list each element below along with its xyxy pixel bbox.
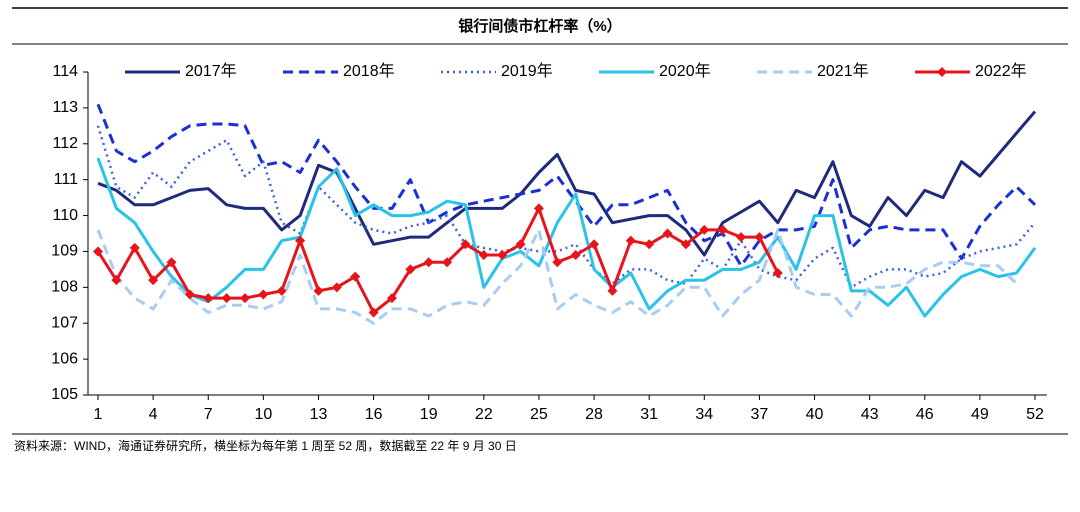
point-marker [552, 257, 563, 268]
point-marker [184, 289, 195, 300]
point-marker [625, 235, 636, 246]
x-tick-label: 52 [1026, 406, 1044, 423]
series-line [96, 228, 1018, 325]
x-tick-label: 1 [94, 406, 103, 423]
point-marker [203, 293, 214, 304]
point-marker [515, 239, 526, 250]
series-line [96, 103, 1037, 268]
y-tick-label: 113 [52, 99, 78, 116]
x-tick-label: 19 [420, 406, 438, 423]
point-marker [699, 224, 710, 235]
legend-marker [937, 67, 947, 77]
y-tick-label: 107 [51, 314, 78, 331]
point-marker [754, 232, 765, 243]
x-tick-label: 13 [310, 406, 328, 423]
y-tick-label: 108 [51, 279, 78, 296]
point-marker [644, 239, 655, 250]
legend-label: 2021年 [817, 62, 869, 80]
point-marker [295, 235, 306, 246]
point-marker [405, 264, 416, 275]
point-marker [589, 239, 600, 250]
point-marker [93, 246, 103, 257]
chart-title: 银行间债市杠杆率（%） [458, 17, 621, 35]
y-tick-label: 111 [54, 171, 78, 188]
point-marker [368, 307, 379, 318]
point-marker [276, 285, 287, 296]
x-tick-label: 4 [149, 406, 158, 423]
point-marker [717, 224, 728, 235]
source-note: 资料来源：WIND，海通证券研究所，横坐标为每年第 1 周至 52 周，数据截至… [14, 438, 517, 453]
x-tick-label: 10 [254, 406, 272, 423]
series-line [96, 157, 1037, 318]
point-marker [166, 257, 177, 268]
point-marker [221, 293, 232, 304]
point-marker [239, 293, 250, 304]
point-marker [111, 275, 122, 286]
x-tick-label: 7 [204, 406, 213, 423]
x-tick-label: 31 [640, 406, 658, 423]
x-tick-label: 16 [365, 406, 383, 423]
point-marker [570, 250, 581, 261]
point-marker [533, 203, 544, 214]
x-tick-label: 43 [861, 406, 879, 423]
point-marker [772, 267, 783, 278]
series-line [97, 110, 1037, 257]
point-marker [478, 250, 489, 261]
x-tick-label: 46 [916, 406, 934, 423]
legend-label: 2020年 [659, 62, 711, 80]
y-tick-label: 112 [52, 135, 78, 152]
x-tick-label: 49 [971, 406, 989, 423]
legend-label: 2019年 [501, 62, 553, 80]
x-tick-label: 28 [585, 406, 603, 423]
point-marker [497, 250, 508, 261]
point-marker [148, 275, 159, 286]
y-tick-label: 105 [51, 386, 78, 403]
point-marker [350, 271, 361, 282]
point-marker [423, 257, 434, 268]
legend-label: 2017年 [185, 62, 237, 80]
point-marker [680, 239, 691, 250]
y-tick-label: 106 [51, 350, 78, 367]
y-tick-label: 110 [52, 207, 78, 224]
x-tick-label: 22 [475, 406, 493, 423]
series-line [96, 206, 780, 314]
x-tick-label: 34 [695, 406, 713, 423]
legend-label: 2022年 [975, 62, 1027, 80]
series-line [96, 125, 1036, 289]
legend-label: 2018年 [343, 62, 395, 80]
point-marker [442, 257, 453, 268]
point-marker [313, 285, 324, 296]
y-tick-label: 109 [51, 243, 78, 260]
x-tick-label: 37 [751, 406, 769, 423]
y-tick-label: 114 [52, 63, 78, 80]
x-tick-label: 25 [530, 406, 548, 423]
point-marker [460, 239, 471, 250]
point-marker [736, 232, 747, 243]
point-marker [662, 228, 673, 239]
point-marker [386, 293, 397, 304]
point-marker [331, 282, 342, 293]
x-tick-label: 40 [806, 406, 824, 423]
point-marker [258, 289, 269, 300]
point-marker [129, 242, 140, 253]
point-marker [607, 285, 618, 296]
